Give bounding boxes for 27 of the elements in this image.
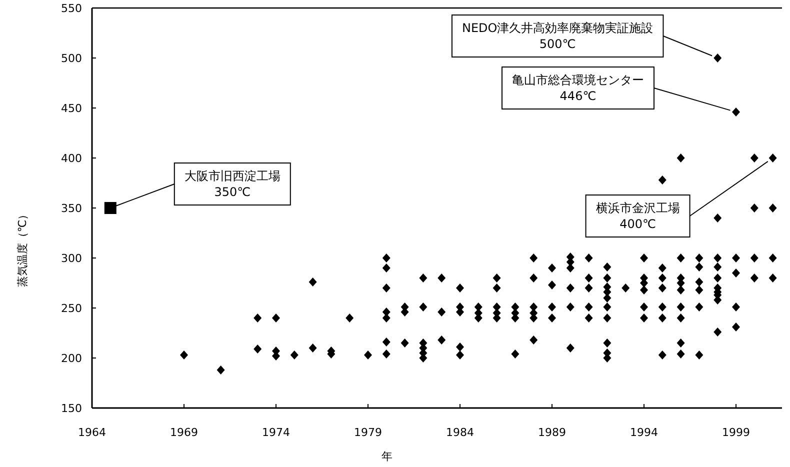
- x-tick-label: 1974: [262, 426, 290, 439]
- y-tick-label: 200: [61, 352, 82, 365]
- y-axis-title: 蒸気温度（℃）: [16, 208, 29, 288]
- y-tick-label: 300: [61, 252, 82, 265]
- x-tick-label: 1984: [446, 426, 474, 439]
- x-tick-label: 1969: [170, 426, 198, 439]
- x-tick-label: 1994: [630, 426, 658, 439]
- y-tick-label: 550: [61, 2, 82, 15]
- annotation: 大阪市旧西淀工場 350℃: [116, 162, 291, 206]
- y-tick-label: 400: [61, 152, 82, 165]
- x-tick-label: 1989: [538, 426, 566, 439]
- annotation: 大阪市旧西淀工場 350℃: [184, 169, 280, 199]
- annotation: NEDO津久井高効率廃棄物実証施設 500℃: [462, 21, 654, 51]
- x-axis-title: 年: [382, 450, 392, 463]
- x-tick-label: 1999: [722, 426, 750, 439]
- y-tick-label: 350: [61, 202, 82, 215]
- x-tick-label: 1979: [354, 426, 382, 439]
- annotation: 横浜市金沢工場 400℃: [585, 160, 768, 238]
- y-tick-label: 450: [61, 102, 82, 115]
- y-tick-label: 250: [61, 302, 82, 315]
- annotation: 亀山市総合環境センター 446℃: [512, 73, 644, 103]
- x-tick-label: 1964: [78, 426, 106, 439]
- annotation: NEDO津久井高効率廃棄物実証施設 500℃: [451, 14, 713, 58]
- y-tick-label: 150: [61, 402, 82, 415]
- y-tick-label: 500: [61, 52, 82, 65]
- annotation: 亀山市総合環境センター 446℃: [502, 66, 731, 111]
- annotation: 横浜市金沢工場 400℃: [596, 201, 680, 231]
